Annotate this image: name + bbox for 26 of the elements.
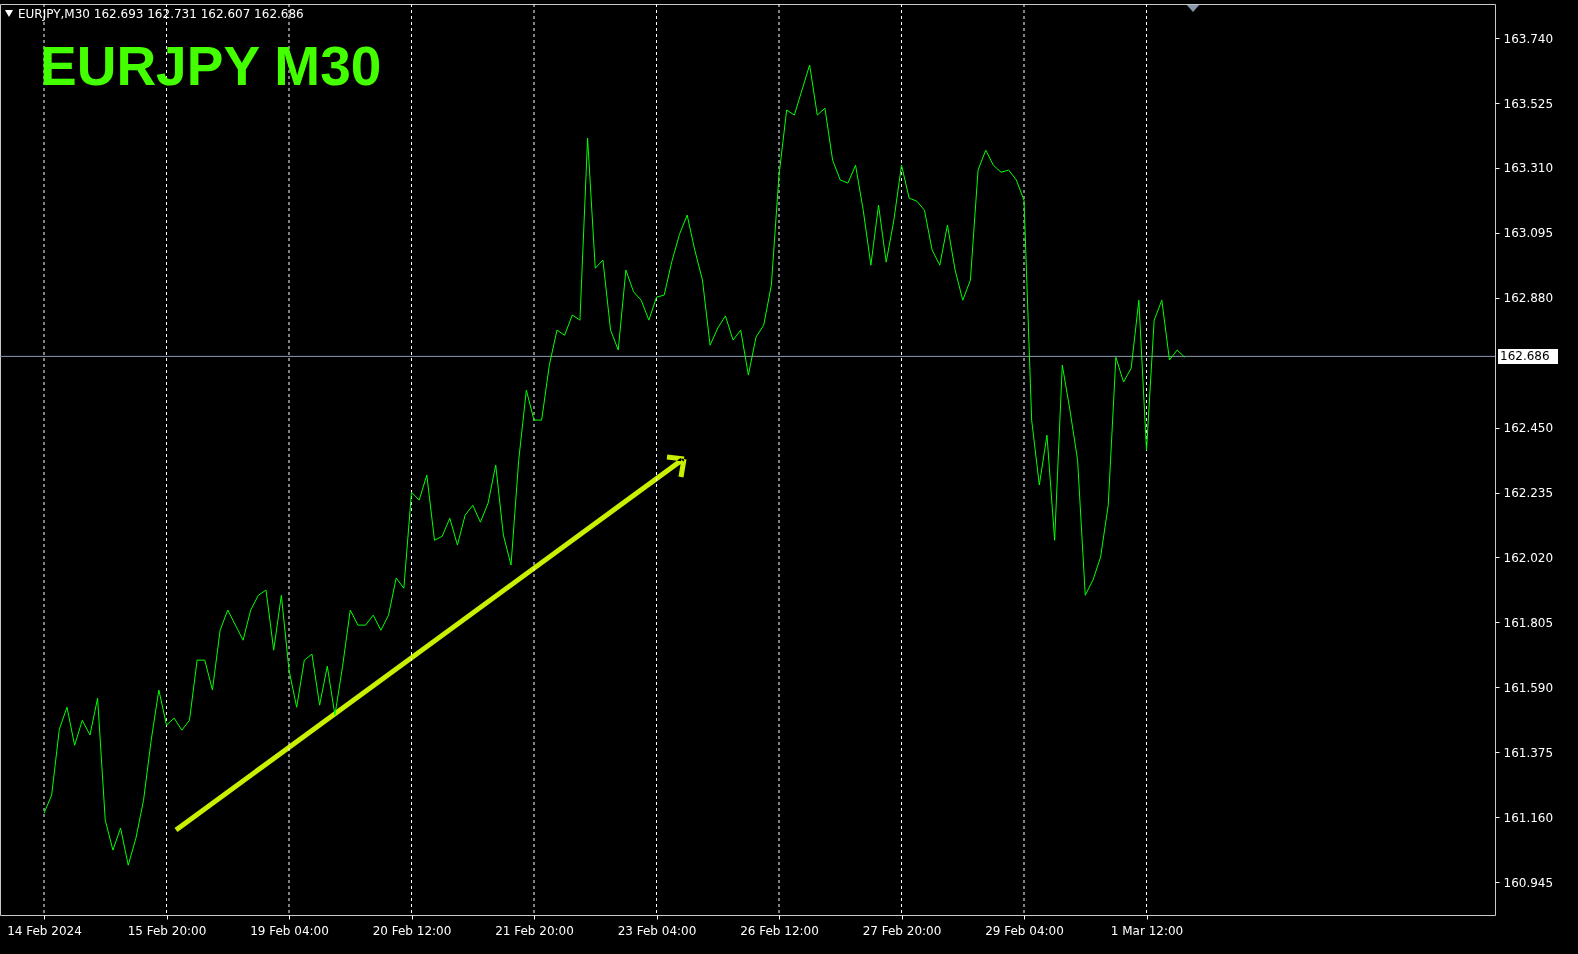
x-tick-label: 20 Feb 12:00 xyxy=(372,923,452,938)
y-tick-label: 161.590 xyxy=(1503,680,1554,695)
y-tick-label: 162.880 xyxy=(1503,291,1554,306)
ref-line-label: 162.686 xyxy=(1500,349,1550,364)
x-tick-label: 21 Feb 20:00 xyxy=(495,923,574,938)
y-tick-label: 162.450 xyxy=(1503,421,1554,436)
x-tick-label: 1 Mar 12:00 xyxy=(1110,923,1184,938)
x-tick-label: 27 Feb 20:00 xyxy=(862,923,942,938)
y-tick-label: 161.805 xyxy=(1503,615,1554,630)
y-tick-label: 163.310 xyxy=(1503,161,1554,176)
x-tick-label: 19 Feb 04:00 xyxy=(250,923,329,938)
y-tick-label: 163.525 xyxy=(1503,96,1554,111)
x-tick-label: 29 Feb 04:00 xyxy=(985,923,1064,938)
annotation: EURJPY,M30 162.693 162.731 162.607 162.686 xyxy=(18,7,304,21)
text: EURJPY M30 xyxy=(40,35,382,97)
y-tick-label: 161.160 xyxy=(1503,810,1554,825)
y-tick-label: 163.095 xyxy=(1503,226,1554,241)
y-tick-label: 163.740 xyxy=(1503,31,1554,46)
y-tick-label: 162.020 xyxy=(1503,550,1554,565)
y-tick-label: 162.235 xyxy=(1503,486,1554,501)
y-tick-label: 161.375 xyxy=(1503,745,1554,760)
x-tick-label: 15 Feb 20:00 xyxy=(127,923,207,938)
y-tick-label: 160.945 xyxy=(1503,875,1554,890)
x-tick-label: 26 Feb 12:00 xyxy=(740,923,819,938)
x-tick-label: 14 Feb 2024 xyxy=(7,923,82,938)
x-tick-label: 23 Feb 04:00 xyxy=(617,923,697,938)
